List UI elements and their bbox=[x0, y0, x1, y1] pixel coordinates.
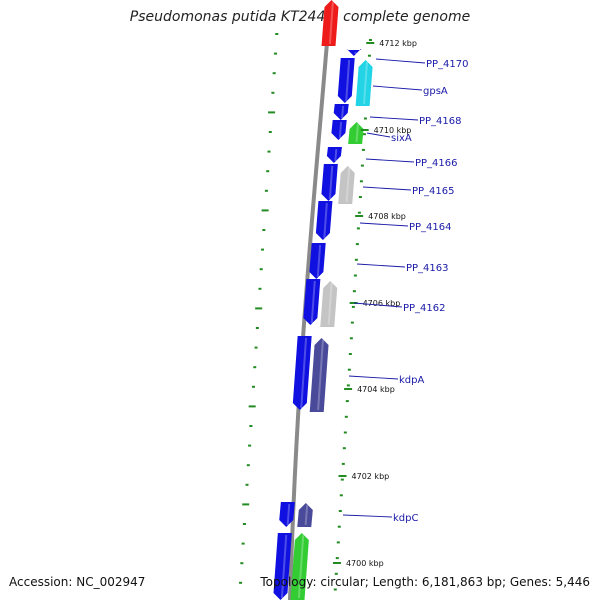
gene-label-leader bbox=[369, 116, 419, 121]
gene-arrow bbox=[355, 60, 373, 106]
gene-highlight bbox=[345, 167, 351, 203]
gene-arrow bbox=[309, 338, 329, 412]
gene-arrow bbox=[309, 243, 326, 279]
gene-highlight bbox=[345, 59, 351, 102]
gene-label: PP_4170 bbox=[426, 59, 469, 70]
gene-arrow bbox=[346, 49, 362, 56]
gene-highlight bbox=[355, 123, 359, 143]
gene-label-leader bbox=[342, 514, 393, 518]
gene-label: sixA bbox=[391, 133, 412, 144]
gene-highlight bbox=[317, 339, 324, 411]
map-title: Pseudomonas putida KT2440, complete geno… bbox=[129, 9, 471, 25]
gene-highlight bbox=[334, 148, 338, 162]
gene-highlight bbox=[328, 165, 334, 200]
scale-tick-label: 4702 kbp bbox=[352, 472, 390, 481]
gene-highlight bbox=[297, 534, 305, 599]
gene-highlight bbox=[328, 1, 334, 45]
accession-label: Accession: NC_002947 bbox=[9, 575, 146, 589]
gene-arrow bbox=[279, 502, 295, 527]
gene-label-leader bbox=[356, 263, 406, 268]
gene-arrow bbox=[337, 58, 355, 103]
gene-highlight bbox=[327, 282, 333, 326]
gene-highlight bbox=[338, 121, 343, 139]
gene-label: PP_4163 bbox=[406, 263, 449, 274]
gene-label-leader bbox=[375, 58, 426, 64]
gene-features bbox=[273, 0, 373, 600]
gene-label: kdpA bbox=[399, 375, 424, 386]
gene-label-leader bbox=[362, 186, 412, 191]
gene-label: PP_4164 bbox=[409, 222, 452, 233]
gene-label: PP_4168 bbox=[419, 116, 462, 127]
gene-arrow bbox=[333, 104, 349, 120]
gene-arrow bbox=[338, 166, 355, 204]
scale-ticks: 4712 kbp 4710 kbp 4708 kbp 4706 kbp 4704 kbp… bbox=[332, 39, 417, 568]
gene-arrow bbox=[326, 147, 342, 163]
gene-highlight bbox=[304, 504, 309, 526]
gene-label-leader bbox=[348, 375, 399, 380]
gene-label: PP_4165 bbox=[412, 186, 455, 197]
gene-highlight bbox=[286, 503, 291, 526]
gene-highlight bbox=[323, 202, 328, 239]
gene-label-leader bbox=[365, 158, 415, 163]
gene-arrow bbox=[315, 201, 333, 240]
gene-label: PP_4166 bbox=[415, 158, 458, 169]
gene-label: PP_4162 bbox=[403, 303, 446, 314]
inner-minor-ticks bbox=[333, 39, 372, 591]
gene-arrow bbox=[321, 0, 339, 46]
scale-tick-label: 4708 kbp bbox=[368, 212, 406, 221]
topology-label: Topology: circular; Length: 6,181,863 bp… bbox=[260, 575, 590, 589]
gene-label-leader bbox=[353, 302, 403, 308]
scale-tick-label: 4706 kbp bbox=[363, 299, 401, 308]
gene-labels: PP_4170 gpsA PP_4168 sixA PP_4166 PP_4165 PP_4… bbox=[342, 58, 469, 524]
scale-tick-label: 4712 kbp bbox=[379, 39, 417, 48]
gene-arrow bbox=[292, 336, 312, 410]
scale-tick-label: 4704 kbp bbox=[357, 385, 395, 394]
gene-highlight bbox=[310, 280, 316, 324]
gene-label-leader bbox=[359, 222, 409, 227]
gene-arrow bbox=[348, 122, 364, 144]
gene-label: gpsA bbox=[423, 86, 448, 97]
gene-highlight bbox=[341, 105, 345, 119]
gene-label-leader bbox=[366, 132, 391, 138]
gene-arrow bbox=[331, 120, 347, 140]
gene-arrow bbox=[273, 533, 292, 600]
gene-arrow bbox=[303, 279, 321, 325]
gene-arrow bbox=[321, 164, 338, 201]
gene-highlight bbox=[363, 61, 368, 105]
gene-arrow bbox=[297, 503, 313, 527]
scale-tick-label: 4700 kbp bbox=[346, 559, 384, 568]
gene-highlight bbox=[316, 244, 322, 278]
gene-label: kdpC bbox=[393, 513, 418, 524]
gene-arrow bbox=[290, 533, 309, 600]
gene-arrow bbox=[320, 281, 338, 327]
scale-tick-label: 4710 kbp bbox=[374, 126, 412, 135]
gene-label-leader bbox=[372, 85, 423, 91]
outer-minor-ticks bbox=[239, 33, 279, 584]
gene-highlight bbox=[280, 534, 288, 599]
gene-highlight bbox=[300, 337, 308, 409]
